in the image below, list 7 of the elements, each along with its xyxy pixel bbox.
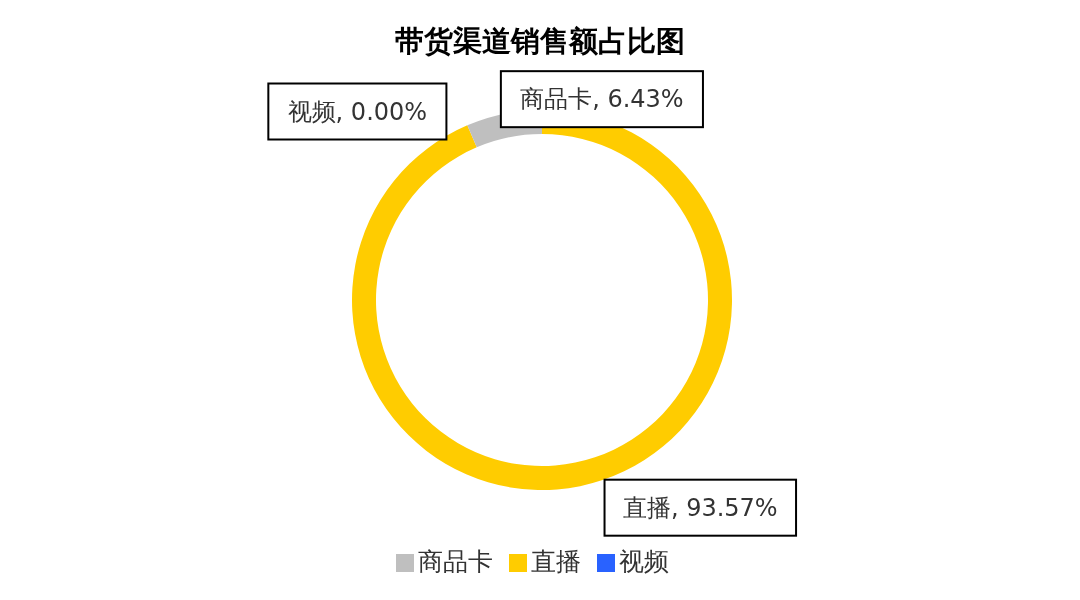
data-label: 商品卡, 6.43% xyxy=(520,85,684,114)
legend-label: 直播 xyxy=(530,547,581,576)
text: 视频, 0.00% xyxy=(287,97,428,126)
data-label: 直播, 93.57% xyxy=(622,493,778,522)
chart-title: 带货渠道销售额占比图 xyxy=(394,23,686,60)
legend-label: 商品卡 xyxy=(417,547,493,576)
legend-label: 视频 xyxy=(618,547,669,576)
